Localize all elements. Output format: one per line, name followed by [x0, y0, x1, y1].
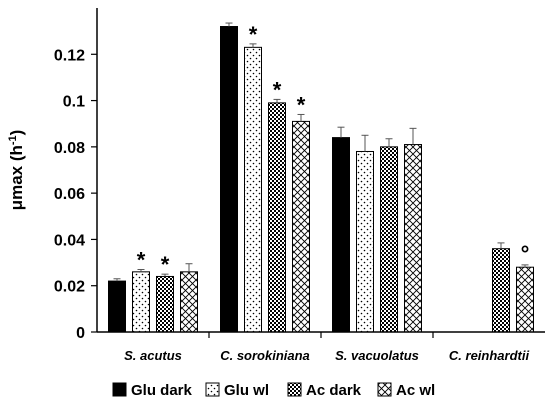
- x-category-label: S. vacuolatus: [335, 348, 419, 363]
- bar: [244, 46, 262, 333]
- legend: Glu dark Glu wl Ac dark Ac wl: [112, 382, 435, 399]
- legend-label: Glu wl: [224, 382, 269, 399]
- legend-label: Glu dark: [131, 382, 193, 399]
- y-tick-label: 0.06: [54, 186, 85, 203]
- x-category-label: C. sorokiniana: [220, 348, 310, 363]
- bar: [220, 26, 238, 333]
- legend-swatch: [377, 382, 392, 397]
- legend-swatch: [112, 382, 127, 397]
- bar: [292, 120, 310, 333]
- bar: [380, 146, 398, 333]
- x-axis: S. acutus C. sorokiniana S. vacuolatus C. r…: [97, 331, 545, 363]
- y-axis: 0 0.02 0.04 0.06 0.08 0.1 0.12: [54, 8, 98, 342]
- legend-swatch: [287, 382, 302, 397]
- bar: [356, 150, 374, 333]
- y-tick-label: 0.02: [54, 279, 85, 296]
- x-category-label: S. acutus: [124, 348, 182, 363]
- legend-swatch: [205, 382, 220, 397]
- significance-marker: *: [273, 77, 282, 102]
- legend-label: Ac wl: [396, 382, 435, 399]
- legend-label: Ac dark: [306, 382, 362, 399]
- bar: [156, 275, 174, 333]
- y-tick-label: 0.04: [54, 232, 85, 249]
- significance-marker: *: [137, 248, 146, 273]
- significance-marker: *: [297, 92, 306, 117]
- y-tick-label: 0.08: [54, 140, 85, 157]
- bar: [404, 144, 422, 333]
- y-tick-label: 0.12: [54, 47, 85, 64]
- y-axis-label: μmax (h-1): [7, 130, 26, 211]
- significance-marker: *: [249, 22, 258, 47]
- y-tick-label: 0: [76, 325, 85, 342]
- bar: [132, 271, 150, 333]
- bar: [492, 248, 510, 333]
- bar: [180, 271, 198, 333]
- significance-marker: *: [161, 252, 170, 277]
- x-category-label: C. reinhardtii: [449, 348, 530, 363]
- bar: [268, 102, 286, 333]
- bar: [516, 266, 534, 333]
- bars: * * * * * °: [108, 22, 534, 333]
- significance-marker: °: [521, 241, 530, 266]
- y-tick-label: 0.1: [63, 94, 85, 111]
- bar: [332, 137, 350, 333]
- bar: [108, 280, 126, 333]
